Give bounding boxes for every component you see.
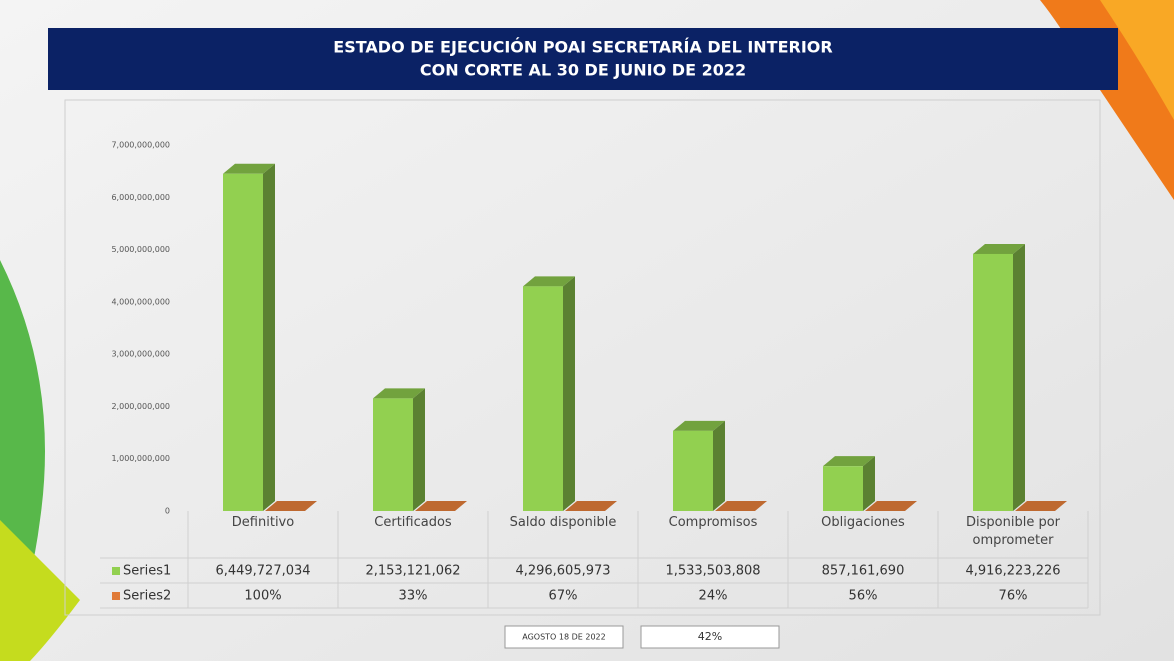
y-tick-label: 2,000,000,000 bbox=[111, 402, 170, 411]
y-tick-label: 5,000,000,000 bbox=[111, 245, 170, 254]
bar bbox=[973, 254, 1013, 511]
x-tick-label: Disponible por omprometer bbox=[938, 514, 1088, 550]
x-tick-label: Compromisos bbox=[638, 514, 788, 532]
legend-key bbox=[112, 592, 120, 600]
value-label: 1,533,503,808 bbox=[665, 564, 760, 579]
y-tick-label: 6,000,000,000 bbox=[111, 193, 170, 202]
title: ESTADO DE EJECUCIÓN POAI SECRETARÍA DEL … bbox=[333, 38, 832, 57]
subtitle: CON CORTE AL 30 DE JUNIO DE 2022 bbox=[420, 61, 746, 80]
y-tick-label: 0 bbox=[165, 507, 170, 516]
value-label: 24% bbox=[699, 589, 728, 604]
y-tick-label: 3,000,000,000 bbox=[111, 350, 170, 359]
y-tick-label: 1,000,000,000 bbox=[111, 454, 170, 463]
value-label: 857,161,690 bbox=[822, 564, 905, 579]
bar bbox=[823, 466, 863, 511]
x-tick-label: Obligaciones bbox=[788, 514, 938, 532]
legend-label: Series2 bbox=[123, 589, 171, 604]
bar bbox=[223, 174, 263, 511]
value-label: 4,296,605,973 bbox=[515, 564, 610, 579]
x-tick-label: Definitivo bbox=[188, 514, 338, 532]
value-label: 100% bbox=[244, 589, 281, 604]
bar-side bbox=[413, 388, 425, 511]
bar bbox=[523, 286, 563, 511]
legend-key bbox=[112, 567, 120, 575]
bar bbox=[673, 431, 713, 511]
slide: ESTADO DE EJECUCIÓN POAI SECRETARÍA DEL … bbox=[0, 0, 1174, 661]
category-cell: Definitivo bbox=[188, 514, 338, 558]
y-tick-label: 4,000,000,000 bbox=[111, 297, 170, 306]
value-label: 6,449,727,034 bbox=[215, 564, 310, 579]
x-tick-label: Saldo disponible bbox=[488, 514, 638, 532]
category-cell: Saldo disponible bbox=[488, 514, 638, 558]
category-cell: Obligaciones bbox=[788, 514, 938, 558]
value-label: 76% bbox=[999, 589, 1028, 604]
value-label: 56% bbox=[849, 589, 878, 604]
bar-side bbox=[563, 276, 575, 511]
x-tick-label: Certificados bbox=[338, 514, 488, 532]
bar-side bbox=[713, 421, 725, 511]
value-label: 2,153,121,062 bbox=[365, 564, 460, 579]
bar-side bbox=[263, 164, 275, 511]
bar-side bbox=[1013, 244, 1025, 511]
date: AGOSTO 18 DE 2022 bbox=[522, 633, 605, 642]
total: 42% bbox=[698, 630, 722, 643]
value-label: 4,916,223,226 bbox=[965, 564, 1060, 579]
page: ESTADO DE EJECUCIÓN POAI SECRETARÍA DEL … bbox=[0, 0, 1174, 661]
bar bbox=[373, 398, 413, 511]
legend-label: Series1 bbox=[123, 564, 171, 579]
y-tick-label: 7,000,000,000 bbox=[111, 141, 170, 150]
value-label: 33% bbox=[399, 589, 428, 604]
category-cell: Certificados bbox=[338, 514, 488, 558]
category-cell: Compromisos bbox=[638, 514, 788, 558]
value-label: 67% bbox=[549, 589, 578, 604]
category-cell: Disponible por omprometer bbox=[938, 514, 1088, 558]
